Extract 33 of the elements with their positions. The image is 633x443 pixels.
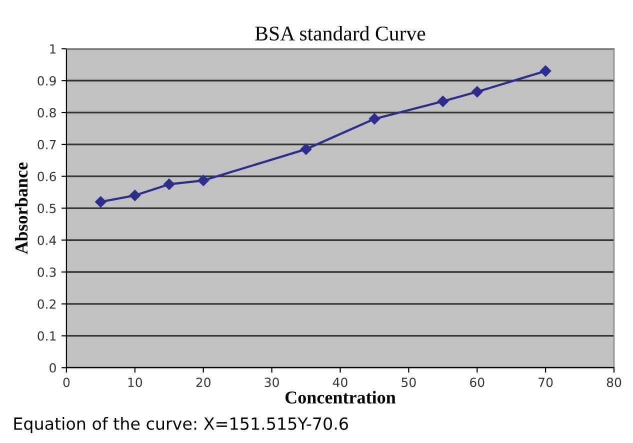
point	[368, 113, 380, 125]
y-tick-label: 0.7	[38, 140, 56, 150]
x-tick-label: 70	[538, 378, 553, 388]
x-tick-label: 40	[332, 378, 348, 388]
x-tick-label: 80	[606, 378, 622, 388]
y-tick-label: 0	[50, 363, 56, 373]
point	[300, 144, 312, 155]
x-tick-label: 0	[63, 378, 70, 388]
point	[164, 178, 175, 190]
x-axis-title: Concentration	[285, 390, 396, 404]
point	[472, 86, 483, 98]
x-tick-label: 30	[264, 378, 279, 388]
x-tick-label: 10	[128, 378, 142, 388]
y-tick-label: 0.8	[38, 108, 56, 118]
point	[129, 190, 141, 202]
chart-title: BSA standard Curve	[255, 26, 426, 41]
x-tick-label: 60	[470, 378, 484, 388]
point	[437, 96, 449, 107]
y-axis-title: Absorbance	[14, 162, 28, 254]
y-tick-label: 0.4	[38, 236, 56, 246]
x-tick-label: 50	[402, 378, 416, 388]
point	[198, 174, 209, 186]
text: Equation of the curve: X=151.515Y-70.6	[14, 417, 348, 434]
y-tick-label: 0.9	[38, 76, 56, 86]
y-tick-label: 0.5	[38, 204, 56, 214]
point	[540, 65, 552, 77]
y-tick-label: 0.3	[38, 267, 56, 277]
point	[95, 196, 106, 208]
y-tick-label: 1	[50, 44, 56, 54]
y-tick-label: 0.2	[38, 299, 56, 309]
x-tick-label: 20	[196, 378, 210, 388]
y-tick-label: 0.6	[38, 172, 56, 182]
y-tick-label: 0.1	[38, 331, 56, 341]
